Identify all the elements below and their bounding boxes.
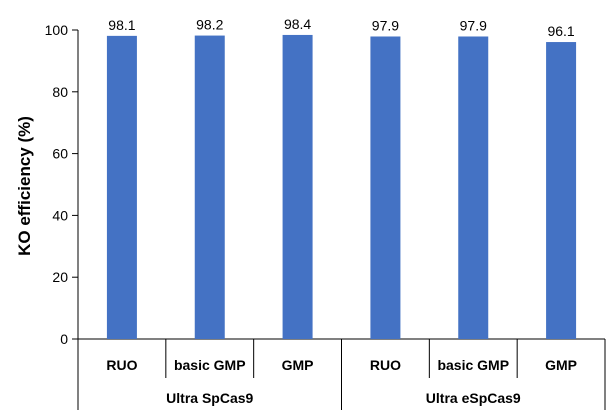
bar xyxy=(106,35,137,339)
y-tick-label: 100 xyxy=(45,22,69,38)
category-label: GMP xyxy=(282,357,314,373)
labels: 0 20 40 60 80 100 98.1 RUO 98.2 basic GMP 98.4 GMP 9… xyxy=(45,16,577,406)
category-label: basic GMP xyxy=(437,357,509,373)
category-label: basic GMP xyxy=(174,357,246,373)
data-label: 98.4 xyxy=(284,16,311,32)
y-axis-title: KO efficiency (%) xyxy=(15,116,34,256)
bars xyxy=(106,34,577,340)
y-tick-label: 80 xyxy=(52,84,68,100)
data-label: 98.2 xyxy=(196,17,223,33)
data-label: 97.9 xyxy=(372,17,399,33)
data-label: 97.9 xyxy=(460,17,487,33)
y-tick-label: 40 xyxy=(52,207,68,223)
bar xyxy=(546,42,577,340)
bar xyxy=(370,36,401,339)
y-tick-label: 60 xyxy=(52,146,68,162)
category-label: RUO xyxy=(370,357,401,373)
bar xyxy=(282,34,313,339)
axes xyxy=(72,29,606,410)
bar xyxy=(458,36,489,339)
category-label: RUO xyxy=(106,357,137,373)
data-label: 98.1 xyxy=(108,17,135,33)
y-tick-label: 20 xyxy=(52,269,68,285)
category-label: GMP xyxy=(545,357,577,373)
bar xyxy=(194,35,225,339)
data-label: 96.1 xyxy=(547,23,574,39)
y-tick-label: 0 xyxy=(60,331,68,347)
group-label: Ultra SpCas9 xyxy=(166,390,253,406)
group-label: Ultra eSpCas9 xyxy=(426,390,521,406)
